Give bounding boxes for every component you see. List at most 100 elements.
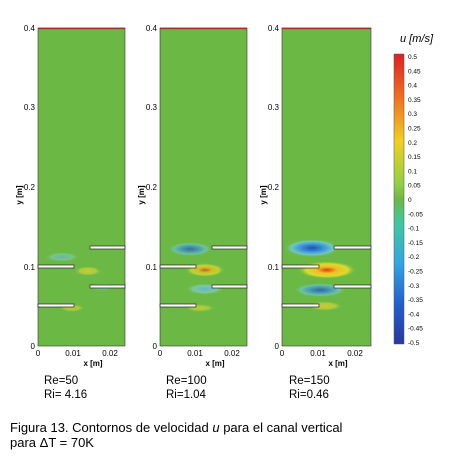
plate — [37, 264, 75, 269]
x-tick-label: 0.02 — [102, 349, 118, 358]
caption-line-1: Figura 13. Contornos de velocidad u para… — [10, 420, 455, 435]
y-tick-label: 0.1 — [146, 263, 158, 272]
param-re50: Re=50 Ri= 4.16 — [44, 374, 87, 402]
colorbar-tick-label: -0.4 — [408, 311, 420, 318]
y-tick-label: 0.1 — [24, 263, 36, 272]
x-tick-label: 0.02 — [224, 349, 240, 358]
y-tick-label: 0.3 — [146, 103, 158, 112]
y-tick-label: 0.3 — [268, 103, 280, 112]
richardson-label: Ri=1.04 — [166, 389, 206, 401]
y-tick-label: 0.3 — [24, 103, 36, 112]
colorbar-tick-label: -0.35 — [408, 297, 423, 304]
y-tick-label: 0 — [153, 342, 158, 351]
richardson-label: Ri=0.46 — [289, 389, 329, 401]
contour-strong-negative — [284, 239, 340, 257]
colorbar-title: u [m/s] — [400, 33, 434, 45]
contour-negative — [294, 283, 346, 297]
y-tick-label: 0.2 — [146, 183, 158, 192]
colorbar: u [m/s] 0.5 0.45 0.4 0.35 0.3 0.25 0.2 0.15 0.1 0… — [393, 33, 434, 347]
colorbar-tick-label: 0.4 — [408, 83, 417, 90]
colorbar-tick-label: 0.05 — [408, 183, 421, 190]
velocity-field — [282, 28, 371, 346]
x-axis-label: x [m] — [328, 359, 347, 368]
contour-negative — [168, 242, 212, 256]
y-axis-label: y [m] — [137, 185, 146, 204]
colorbar-gradient — [393, 53, 405, 345]
caption-prefix: Figura 13. Contornos de velocidad — [10, 420, 213, 435]
x-axis-label: x [m] — [83, 359, 102, 368]
plot-frame — [37, 27, 126, 347]
richardson-label: Ri= 4.16 — [44, 389, 88, 401]
contour-strong-positive — [297, 261, 357, 279]
colorbar-tick-label: -0.05 — [408, 211, 423, 218]
y-tick-label: 0.4 — [24, 24, 36, 33]
y-ticks: 0.4 0.3 0.2 0.1 0 — [146, 24, 158, 351]
param-re150: Re=150 Ri=0.46 — [289, 374, 330, 402]
contour-weak-positive — [307, 301, 343, 311]
x-tick-label: 0 — [158, 349, 163, 358]
x-axis-label: x [m] — [205, 359, 224, 368]
plate — [159, 264, 197, 269]
colorbar-tick-label: 0.15 — [408, 154, 421, 161]
x-tick-label: 0.01 — [187, 349, 203, 358]
colorbar-tick-label: -0.2 — [408, 254, 420, 261]
caption-line-2: para ΔT = 70K — [10, 435, 94, 450]
plot-frame — [159, 27, 248, 347]
plate — [333, 284, 372, 289]
plate — [37, 303, 75, 308]
y-tick-label: 0.2 — [24, 183, 36, 192]
colorbar-tick-label: -0.1 — [408, 226, 420, 233]
plate — [333, 245, 372, 250]
contour-weak-positive — [74, 266, 102, 276]
colorbar-tick-label: 0.3 — [408, 111, 417, 118]
x-tick-label: 0.01 — [310, 349, 326, 358]
plate — [281, 303, 320, 308]
x-tick-label: 0.01 — [65, 349, 81, 358]
plot-frame — [281, 27, 372, 347]
y-axis-label: y [m] — [259, 185, 268, 204]
plate — [281, 264, 320, 269]
colorbar-tick-label: 0 — [408, 197, 412, 204]
x-ticks: 0 0.01 0.02 — [158, 349, 241, 358]
colorbar-tick-label: -0.5 — [408, 340, 420, 347]
velocity-field — [38, 28, 125, 346]
colorbar-tick-label: -0.15 — [408, 240, 423, 247]
colorbar-tick-label: 0.45 — [408, 68, 421, 75]
y-axis-label: y [m] — [15, 185, 24, 204]
x-tick-label: 0 — [36, 349, 41, 358]
y-tick-label: 0 — [275, 342, 280, 351]
colorbar-tick-label: 0.1 — [408, 168, 417, 175]
plate — [211, 284, 248, 289]
panel-re150: 0.4 0.3 0.2 0.1 0 y [m] 0 0.01 0.02 x [m… — [259, 24, 372, 368]
figure-caption: Figura 13. Contornos de velocidad u para… — [10, 420, 455, 450]
colorbar-tick-label: 0.35 — [408, 97, 421, 104]
caption-variable: u — [212, 420, 220, 435]
reynolds-label: Re=100 — [166, 375, 207, 387]
velocity-field — [160, 28, 247, 346]
param-re100: Re=100 Ri=1.04 — [166, 374, 207, 402]
colorbar-tick-label: -0.3 — [408, 283, 420, 290]
y-tick-label: 0.1 — [268, 263, 280, 272]
x-ticks: 0 0.01 0.02 — [280, 349, 364, 358]
reynolds-label: Re=150 — [289, 375, 330, 387]
y-tick-label: 0.2 — [268, 183, 280, 192]
colorbar-tick-label: 0.2 — [408, 140, 417, 147]
x-tick-label: 0.02 — [347, 349, 363, 358]
x-tick-label: 0 — [280, 349, 285, 358]
caption-suffix: para el canal vertical — [219, 420, 343, 435]
y-tick-label: 0.4 — [146, 24, 158, 33]
plate — [211, 245, 248, 250]
colorbar-tick-label: 0.25 — [408, 126, 421, 133]
colorbar-tick-label: -0.45 — [408, 326, 423, 333]
y-ticks: 0.4 0.3 0.2 0.1 0 — [24, 24, 36, 351]
plate — [89, 284, 126, 289]
panel-re50: 0.4 0.3 0.2 0.1 0 y [m] 0 0.01 0.02 x [m… — [15, 24, 126, 368]
y-tick-label: 0.4 — [268, 24, 280, 33]
colorbar-tick-label: 0.5 — [408, 54, 417, 61]
y-tick-label: 0 — [31, 342, 36, 351]
x-ticks: 0 0.01 0.02 — [36, 349, 119, 358]
panel-re100: 0.4 0.3 0.2 0.1 0 y [m] 0 0.01 0.02 x [m… — [137, 24, 248, 368]
plate — [159, 303, 197, 308]
reynolds-label: Re=50 — [44, 375, 79, 387]
